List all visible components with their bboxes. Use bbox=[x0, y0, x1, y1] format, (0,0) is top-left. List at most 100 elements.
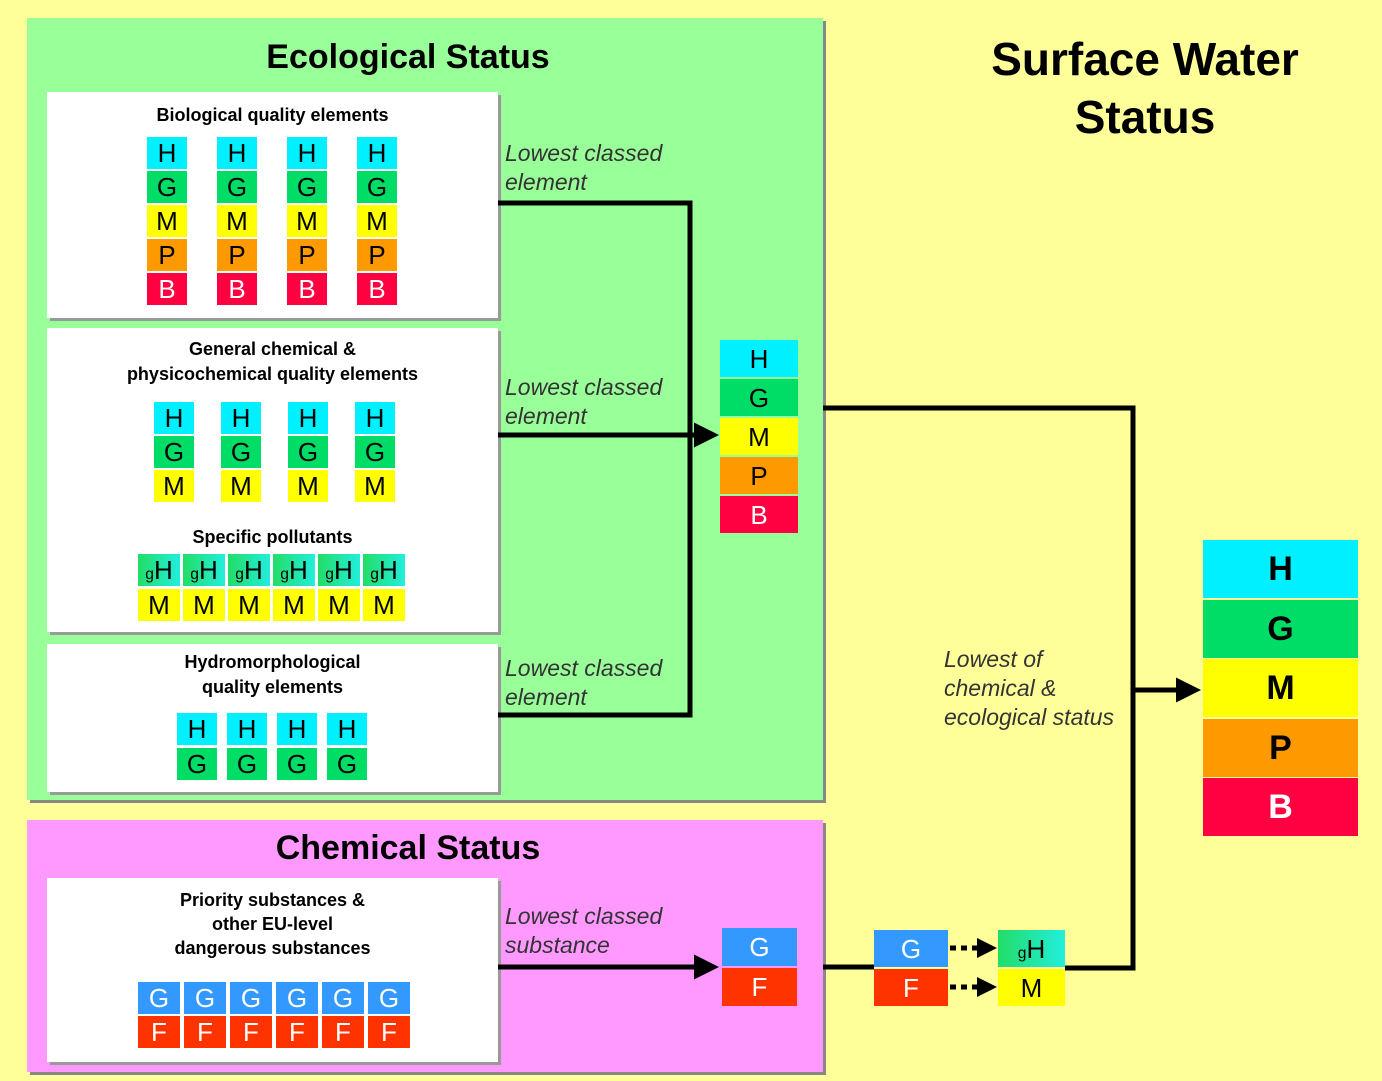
grade-label: gH bbox=[190, 555, 218, 585]
grade-label: H bbox=[231, 403, 251, 433]
grade-label: P bbox=[228, 240, 246, 270]
surface-title: Surface Water Status bbox=[991, 33, 1299, 143]
grade-label: G bbox=[156, 172, 178, 202]
grade-cell: H bbox=[1203, 540, 1358, 598]
link-label: Lowest classed bbox=[505, 655, 663, 681]
grade-label: M bbox=[748, 421, 770, 452]
grade-label: G bbox=[226, 172, 248, 202]
grade-label: G bbox=[366, 172, 388, 202]
box-title: dangerous substances bbox=[174, 938, 371, 958]
box-title: other EU-level bbox=[211, 914, 334, 934]
grade-label: gH bbox=[145, 555, 173, 585]
grade-cell: M bbox=[138, 589, 180, 621]
grade-label: F bbox=[751, 972, 768, 1002]
grade-cell: G bbox=[177, 748, 217, 780]
status-label: Lowest of bbox=[944, 646, 1043, 672]
ecological-title: Ecological Status bbox=[266, 38, 550, 76]
grade-cell: H bbox=[227, 713, 267, 745]
grade-label: M bbox=[230, 471, 252, 501]
grade-cell: F bbox=[874, 969, 948, 1006]
grade-cell: H bbox=[327, 713, 367, 745]
grade-cell: G bbox=[368, 982, 410, 1014]
grade-label: M bbox=[226, 206, 248, 236]
grade-label: P bbox=[750, 460, 768, 491]
grade-cell: gH bbox=[363, 554, 405, 586]
grade-cell: G bbox=[184, 982, 226, 1014]
grade-cell: gH bbox=[273, 554, 315, 586]
grade-label: B bbox=[368, 274, 386, 304]
grade-cell: G bbox=[138, 982, 180, 1014]
grade-label: M bbox=[328, 590, 350, 620]
grade-label: G bbox=[240, 983, 262, 1013]
grade-label: G bbox=[148, 983, 170, 1013]
grade-cell: M bbox=[1203, 659, 1358, 717]
grade-label: G bbox=[378, 983, 400, 1013]
grade-label: G bbox=[186, 749, 208, 779]
grade-cell: H bbox=[177, 713, 217, 745]
grade-cell: F bbox=[276, 1016, 318, 1048]
grade-label: P bbox=[158, 240, 176, 270]
grade-cell: G bbox=[357, 171, 397, 203]
box-title: Priority substances & bbox=[179, 890, 366, 910]
grade-cell: M bbox=[287, 205, 327, 237]
grade-label: B bbox=[228, 274, 246, 304]
grade-cell: P bbox=[1203, 718, 1358, 777]
grade-cell: H bbox=[355, 402, 395, 434]
grade-label: F bbox=[289, 1017, 305, 1047]
grade-label: F bbox=[151, 1017, 167, 1047]
grade-cell: G bbox=[154, 436, 194, 468]
grade-cell: G bbox=[288, 436, 328, 468]
grade-cell: gH bbox=[318, 554, 360, 586]
grade-cell: H bbox=[287, 137, 327, 169]
grade-label: P bbox=[1269, 728, 1292, 767]
grade-cell: F bbox=[184, 1016, 226, 1048]
grade-label: G bbox=[286, 983, 308, 1013]
box-title: General chemical & bbox=[188, 339, 357, 359]
grade-label: G bbox=[296, 172, 318, 202]
grade-label: M bbox=[1266, 669, 1295, 707]
grade-label: G bbox=[236, 749, 258, 779]
grade-label: G bbox=[194, 983, 216, 1013]
grade-label: H bbox=[227, 138, 247, 168]
grade-cell: P bbox=[720, 457, 798, 494]
grade-cell: P bbox=[217, 239, 257, 271]
grade-label: H bbox=[337, 714, 357, 744]
box-title: quality elements bbox=[201, 677, 344, 697]
grade-cell: F bbox=[322, 1016, 364, 1048]
grade-cell: F bbox=[230, 1016, 272, 1048]
grade-cell: B bbox=[147, 273, 187, 305]
link-label: element bbox=[505, 684, 587, 710]
status-label: ecological status bbox=[944, 704, 1115, 730]
grade-cell: G bbox=[230, 982, 272, 1014]
grade-label: G bbox=[900, 933, 922, 964]
grade-cell: M bbox=[228, 589, 270, 621]
grade-label: M bbox=[1020, 972, 1043, 1003]
grade-label: H bbox=[367, 138, 387, 168]
grade-cell: G bbox=[221, 436, 261, 468]
grade-cell: G bbox=[227, 748, 267, 780]
grade-label: F bbox=[381, 1017, 397, 1047]
grade-cell: gH bbox=[138, 554, 180, 586]
grade-cell: P bbox=[287, 239, 327, 271]
grade-label: G bbox=[286, 749, 308, 779]
grade-cell: B bbox=[287, 273, 327, 305]
grade-cell: H bbox=[720, 340, 798, 377]
grade-cell: H bbox=[277, 713, 317, 745]
grade-cell: G bbox=[276, 982, 318, 1014]
grade-cell: gH bbox=[998, 930, 1065, 967]
grade-label: H bbox=[365, 403, 385, 433]
grade-label: H bbox=[157, 138, 177, 168]
grade-cell: gH bbox=[228, 554, 270, 586]
grade-label: H bbox=[298, 403, 318, 433]
grade-label: F bbox=[243, 1017, 259, 1047]
grade-cell: H bbox=[221, 402, 261, 434]
grade-label: M bbox=[364, 471, 386, 501]
grade-label: G bbox=[230, 437, 252, 467]
grade-label: P bbox=[298, 240, 316, 270]
grade-label: M bbox=[163, 471, 185, 501]
grade-label: H bbox=[749, 343, 769, 374]
physicochemical-box bbox=[47, 328, 498, 632]
grade-cell: M bbox=[288, 470, 328, 502]
grade-cell: B bbox=[720, 496, 798, 533]
